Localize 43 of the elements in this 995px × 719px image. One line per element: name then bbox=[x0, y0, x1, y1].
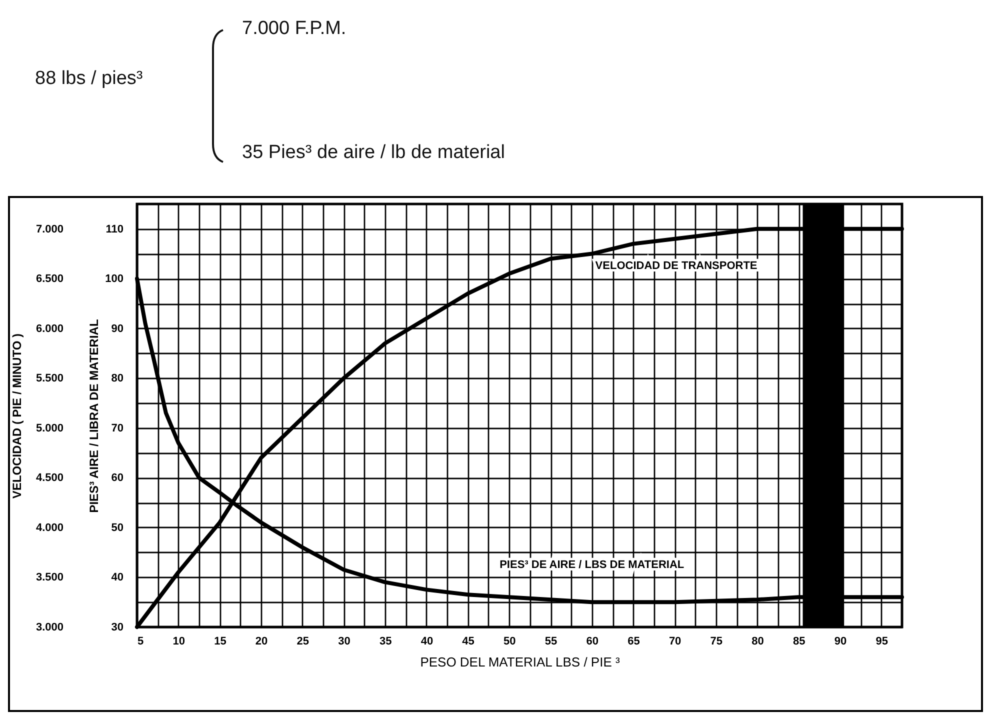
text: 35 Pies³ de aire / lb de material bbox=[242, 142, 505, 164]
y-tick-label: 70 bbox=[111, 422, 124, 434]
y-axis-title: PIES³ AIRE / LIBRA DE MATERIAL bbox=[87, 319, 102, 513]
x-tick-label: 70 bbox=[668, 636, 682, 648]
x-axis-title: PESO DEL MATERIAL LBS / PIE ³ bbox=[420, 654, 620, 670]
y2-tick-label: 7.000 bbox=[36, 223, 64, 236]
x-tick-label: 40 bbox=[420, 636, 434, 648]
x-tick-label: 85 bbox=[792, 636, 806, 648]
x-tick-label: 55 bbox=[544, 636, 558, 648]
y2-tick-label: 3.500 bbox=[36, 572, 64, 584]
x-tick-label: 90 bbox=[834, 636, 847, 648]
x-tick-label: 5 bbox=[138, 636, 144, 648]
x-tick-label: 25 bbox=[296, 636, 310, 648]
x-tick-label: 10 bbox=[172, 636, 185, 648]
y-tick-label: 60 bbox=[111, 472, 124, 484]
x-tick-label: 15 bbox=[214, 636, 226, 648]
y2-tick-label: 6.000 bbox=[36, 322, 64, 335]
y-tick-label: 30 bbox=[111, 622, 124, 634]
y2-axis-title: VELOCIDAD ( PIE / MINUTO ) bbox=[10, 333, 24, 499]
y-tick-label: 80 bbox=[111, 372, 124, 385]
y-tick-label: 50 bbox=[111, 522, 124, 534]
y2-tick-label: 4.500 bbox=[36, 472, 64, 484]
x-tick-label: 20 bbox=[255, 636, 268, 648]
x-tick-label: 35 bbox=[379, 636, 392, 648]
y2-tick-label: 4.000 bbox=[36, 522, 64, 534]
text: 88 lbs / pies³ bbox=[35, 68, 143, 90]
x-tick-label: 95 bbox=[876, 636, 888, 648]
x-tick-label: 45 bbox=[462, 636, 474, 648]
x-tick-label: 50 bbox=[504, 636, 516, 648]
y-tick-label: 90 bbox=[111, 322, 124, 335]
x-tick-label: 80 bbox=[752, 636, 764, 648]
y2-tick-label: 3.000 bbox=[36, 622, 64, 634]
y-tick-label: 40 bbox=[111, 572, 124, 584]
text: 7.000 F.P.M. bbox=[242, 18, 346, 40]
y2-tick-label: 6.500 bbox=[36, 273, 64, 286]
x-tick-label: 65 bbox=[628, 636, 640, 648]
y-tick-label: 110 bbox=[106, 223, 124, 236]
y2-tick-label: 5.500 bbox=[36, 372, 64, 385]
x-tick-label: 60 bbox=[586, 636, 598, 648]
x-tick-label: 75 bbox=[710, 636, 723, 648]
y2-tick-label: 5.000 bbox=[36, 422, 64, 434]
x-tick-label: 30 bbox=[338, 636, 350, 648]
y-tick-label: 100 bbox=[105, 273, 124, 286]
